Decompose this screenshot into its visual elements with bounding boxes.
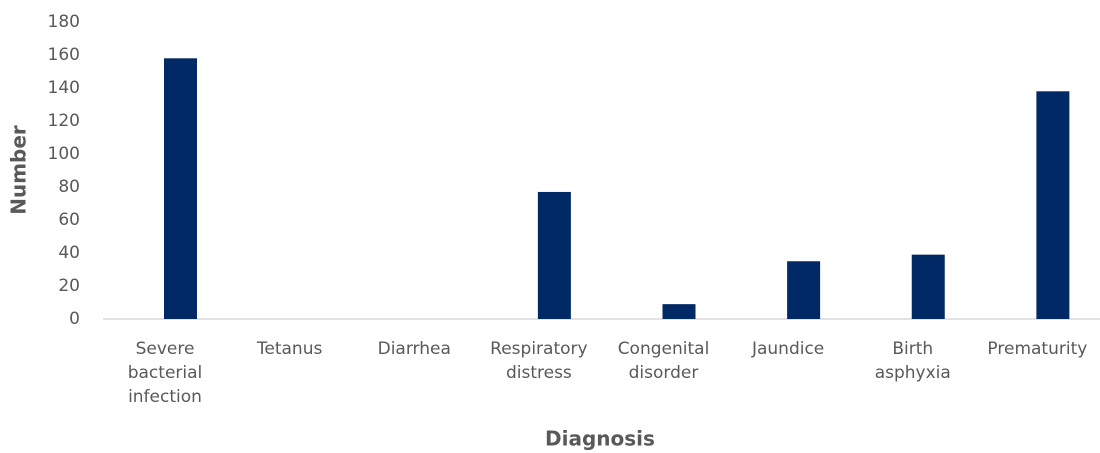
x-tick-label: Prematurity bbox=[987, 339, 1087, 359]
bar bbox=[1036, 91, 1070, 319]
y-tick-label: 160 bbox=[48, 45, 80, 65]
y-tick-label: 0 bbox=[69, 309, 80, 329]
bar bbox=[787, 261, 821, 319]
y-tick-label: 80 bbox=[58, 177, 80, 197]
y-tick-label: 180 bbox=[48, 12, 80, 32]
bar bbox=[537, 191, 571, 319]
x-tick-label: Respiratory distress bbox=[490, 339, 587, 383]
y-tick-label: 100 bbox=[48, 144, 80, 164]
bar bbox=[911, 254, 945, 319]
y-tick-label: 20 bbox=[58, 276, 80, 296]
x-tick-label: Jaundice bbox=[751, 339, 824, 359]
y-tick-label: 40 bbox=[58, 243, 80, 263]
y-tick-label: 60 bbox=[58, 210, 80, 230]
x-tick-label: Diarrhea bbox=[378, 339, 451, 359]
y-tick-label: 140 bbox=[48, 78, 80, 98]
bar bbox=[662, 304, 696, 319]
x-tick-label: Tetanus bbox=[256, 339, 323, 359]
x-axis-title: Diagnosis bbox=[545, 427, 655, 451]
x-tick-label: Birth asphyxia bbox=[875, 339, 951, 383]
x-tick-label: Severe bacterial infection bbox=[128, 339, 203, 407]
y-tick-label: 120 bbox=[48, 111, 80, 131]
x-tick-label: Congenital disorder bbox=[618, 339, 710, 383]
bar bbox=[164, 58, 197, 320]
y-axis-title: Number bbox=[7, 125, 31, 215]
